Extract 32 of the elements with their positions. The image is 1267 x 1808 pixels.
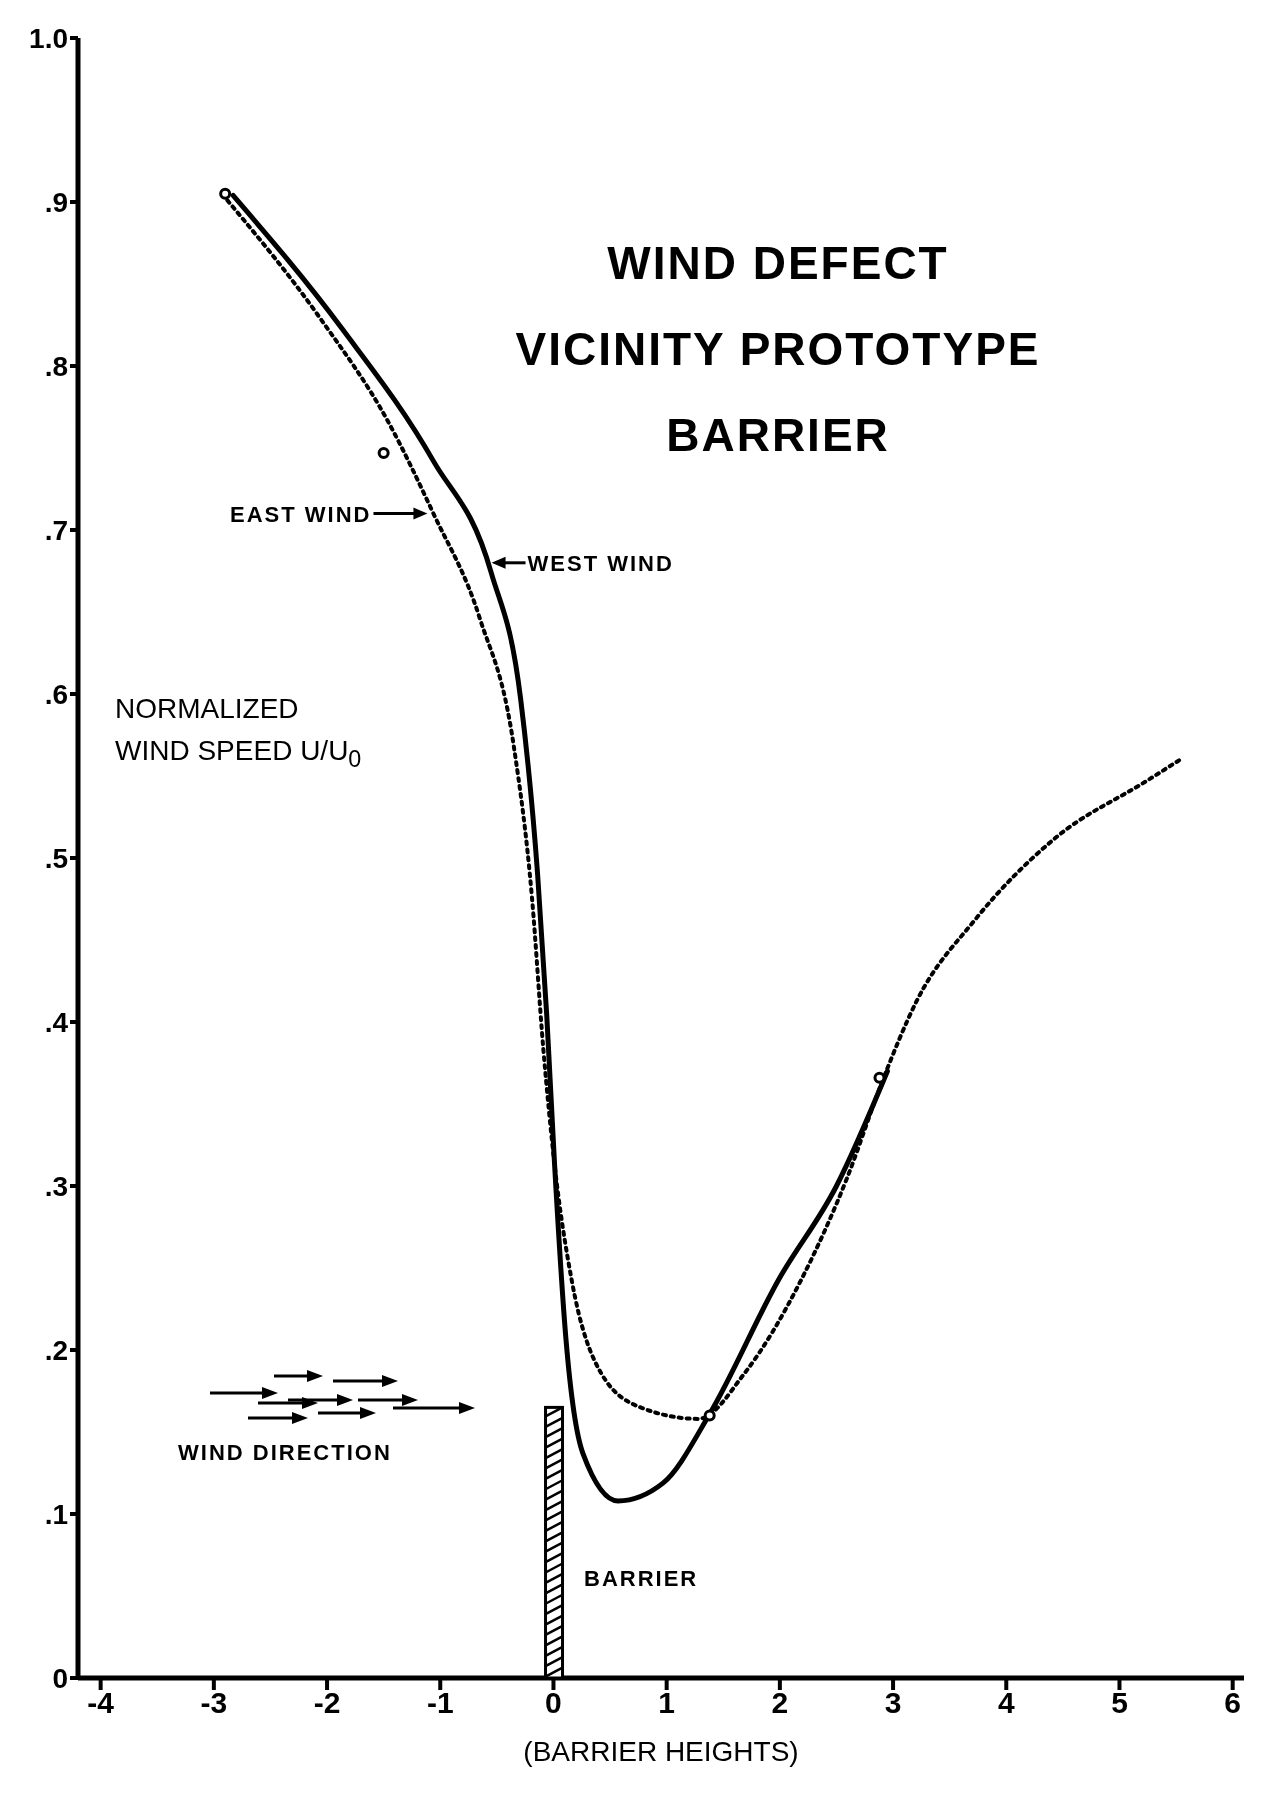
y-tick-label: .9 [44, 186, 68, 218]
y-tick-label: 1.0 [29, 22, 68, 54]
x-tick-label: -1 [426, 1686, 454, 1720]
y-tick-label: .1 [44, 1498, 68, 1530]
x-tick-label: 1 [658, 1686, 675, 1720]
y-tick-label: .7 [44, 514, 68, 546]
x-tick-label: -3 [200, 1686, 228, 1720]
x-tick-label: -4 [87, 1686, 115, 1720]
y-tick-label: .4 [44, 1006, 69, 1038]
annotation: EAST WIND [230, 501, 372, 528]
annotation: BARRIER [584, 1566, 699, 1592]
point [703, 1409, 716, 1422]
x-tick-label: -2 [313, 1686, 341, 1720]
x-tick-label: 5 [1111, 1686, 1128, 1720]
annotation: WIND DIRECTION [178, 1440, 392, 1466]
point [377, 446, 390, 459]
y-tick-label: .3 [44, 1170, 68, 1202]
y-tick-label: .2 [44, 1334, 68, 1366]
y-axis-title: NORMALIZED WIND SPEED U/U$_{0}$ [115, 692, 362, 774]
y-tick-label: 0 [52, 1662, 68, 1694]
y-tick-label: .6 [44, 678, 68, 710]
y-tick-label: .8 [44, 350, 68, 382]
x-axis-title: (BARRIER HEIGHTS) [522, 1736, 800, 1768]
annotation: WEST WIND [527, 550, 674, 577]
x-tick-label: 6 [1224, 1686, 1242, 1720]
x-tick-label: 2 [771, 1686, 789, 1720]
text: WIND DEFECT VICINITY PROTOTYPE BARRIER [514, 236, 1042, 463]
x-tick-label: 0 [545, 1686, 562, 1720]
x-tick-label: 3 [884, 1686, 902, 1720]
point [219, 187, 232, 200]
x-tick-label: 4 [997, 1686, 1015, 1720]
y-tick-label: .5 [44, 842, 68, 874]
